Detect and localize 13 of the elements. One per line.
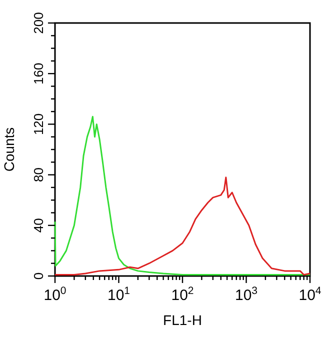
y-axis-title: Counts xyxy=(1,127,17,172)
x-tick-label: 10$^{2}$ xyxy=(171,285,194,304)
x-tick-label: 10$^{4}$ xyxy=(298,285,322,304)
y-tick-label: 80 xyxy=(31,168,46,182)
x-tick-label: 10$^{0}$ xyxy=(44,285,66,304)
x-tick-label: 10$^{1}$ xyxy=(107,285,130,304)
x-tick-label: 10$^{3}$ xyxy=(234,285,258,304)
y-tick-label: 120 xyxy=(31,113,46,136)
x-axis-title: FL1-H xyxy=(163,312,202,328)
y-tick-label: 40 xyxy=(31,218,46,233)
y-tick-label: 0 xyxy=(31,272,46,280)
y-tick-label: 200 xyxy=(31,12,46,34)
y-tick-label: 160 xyxy=(31,62,46,84)
